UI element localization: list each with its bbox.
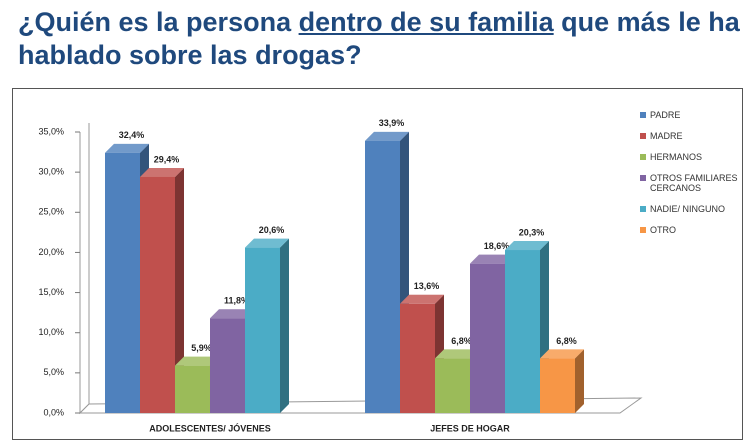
value-label: 33,9% bbox=[379, 118, 405, 128]
bar-top bbox=[540, 349, 584, 359]
value-label: 18,6% bbox=[484, 241, 510, 251]
bar-side-shade bbox=[280, 238, 289, 413]
bar-side bbox=[175, 167, 184, 413]
value-label: 32,4% bbox=[119, 130, 145, 140]
bar-top-shade bbox=[505, 241, 549, 251]
value-label: 11,8% bbox=[224, 296, 249, 306]
legend-item: MADRE bbox=[640, 131, 747, 141]
chart-frame bbox=[12, 88, 743, 440]
bar bbox=[470, 263, 505, 413]
bar-side-shade bbox=[575, 349, 584, 413]
bar-side-shade bbox=[175, 167, 184, 413]
bar-top-shade bbox=[400, 294, 444, 304]
legend-item: PADRE bbox=[640, 110, 747, 120]
value-label: 13,6% bbox=[414, 281, 440, 291]
legend-swatch bbox=[640, 133, 646, 139]
bar bbox=[365, 140, 400, 413]
legend: PADRE MADRE HERMANOS OTROS FAMILIARES CERCA… bbox=[640, 110, 747, 246]
bar-top bbox=[400, 294, 444, 304]
legend-swatch bbox=[640, 175, 646, 181]
y-tick-label: 10,0% bbox=[38, 327, 64, 337]
bar-top bbox=[365, 131, 409, 141]
bar-top-shade bbox=[105, 143, 149, 153]
bar bbox=[175, 365, 210, 413]
bar-top-shade bbox=[365, 131, 409, 141]
y-tick-label: 5,0% bbox=[43, 367, 64, 377]
value-label: 5,9% bbox=[191, 343, 212, 353]
y-tick-label: 20,0% bbox=[38, 247, 64, 257]
bar bbox=[245, 247, 280, 413]
bar-side bbox=[575, 349, 584, 413]
title: ¿Quién es la persona dentro de su famili… bbox=[18, 6, 743, 72]
bar bbox=[210, 318, 245, 413]
x-tick-label: JEFES DE HOGAR bbox=[430, 423, 510, 433]
bar-top bbox=[140, 167, 184, 177]
value-label: 20,6% bbox=[259, 225, 285, 235]
legend-label: OTROS FAMILIARES CERCANOS bbox=[650, 173, 738, 193]
legend-swatch bbox=[640, 206, 646, 212]
axis-wall bbox=[79, 123, 90, 415]
bar-top-shade bbox=[540, 349, 584, 359]
bar-top bbox=[470, 254, 514, 264]
legend-label: NADIE/ NINGUNO bbox=[650, 204, 726, 214]
y-tick-label: 30,0% bbox=[38, 167, 64, 177]
bar-top-shade bbox=[470, 254, 514, 264]
bar bbox=[140, 176, 175, 413]
legend-label: MADRE bbox=[650, 131, 683, 141]
x-tick-label: ADOLESCENTES/ JÓVENES bbox=[149, 422, 271, 433]
y-tick-label: 35,0% bbox=[38, 126, 64, 136]
bar-top-shade bbox=[245, 238, 289, 248]
title-underlined: dentro de su familia bbox=[298, 7, 554, 37]
bar-top-shade bbox=[210, 309, 254, 319]
y-tick-label: 25,0% bbox=[38, 207, 64, 217]
value-label: 29,4% bbox=[154, 154, 180, 164]
bar bbox=[435, 358, 470, 413]
legend-label: OTRO bbox=[650, 225, 676, 235]
legend-swatch bbox=[640, 227, 646, 233]
y-tick-label: 15,0% bbox=[38, 287, 64, 297]
legend-item: HERMANOS bbox=[640, 152, 747, 162]
value-label: 6,8% bbox=[556, 336, 577, 346]
legend-item: OTROS FAMILIARES CERCANOS bbox=[640, 173, 747, 193]
title-part: ¿Quién es la persona bbox=[18, 7, 299, 37]
bar bbox=[400, 303, 435, 413]
legend-swatch bbox=[640, 154, 646, 160]
bar-top bbox=[245, 238, 289, 248]
legend-item: NADIE/ NINGUNO bbox=[640, 204, 747, 214]
value-label: 6,8% bbox=[451, 336, 472, 346]
value-label: 20,3% bbox=[519, 227, 545, 237]
legend-swatch bbox=[640, 112, 646, 118]
bar bbox=[105, 152, 140, 414]
bar bbox=[540, 358, 575, 413]
bar-top-shade bbox=[140, 167, 184, 177]
y-tick-label: 0,0% bbox=[43, 407, 64, 417]
bar-top bbox=[175, 356, 219, 366]
legend-item: OTRO bbox=[640, 225, 747, 235]
bar-side bbox=[280, 238, 289, 413]
bar bbox=[505, 250, 540, 413]
legend-label: PADRE bbox=[650, 110, 681, 120]
bar-top bbox=[435, 349, 479, 359]
bar-top bbox=[105, 143, 149, 153]
bar-top bbox=[210, 309, 254, 319]
bar-top bbox=[505, 241, 549, 251]
bar-top-shade bbox=[435, 349, 479, 359]
title-part: que más le ha bbox=[553, 7, 740, 37]
bar-top-shade bbox=[175, 356, 219, 366]
title-part: hablado sobre las drogas? bbox=[18, 40, 362, 70]
legend-label: HERMANOS bbox=[650, 152, 703, 162]
